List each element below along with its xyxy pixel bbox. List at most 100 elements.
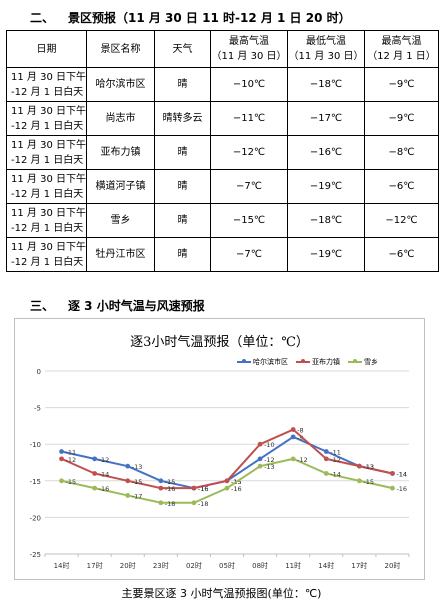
data-label: -16 — [231, 485, 242, 493]
data-label: -17 — [132, 492, 143, 500]
column-header-date: （11 月 30 日） — [211, 51, 287, 62]
min-temp-cell: −19℃ — [287, 237, 365, 272]
scenic-forecast-table: 日期 景区名称 天气 最高气温 （11 月 30 日） 最低气温 （11 月 30 日） 最高… — [6, 30, 439, 272]
data-label: -12 — [99, 456, 110, 464]
scenic-name-cell: 亚布力镇 — [86, 135, 155, 170]
data-point — [59, 456, 64, 462]
date-text: -12 月 1 日白天 — [11, 188, 84, 200]
column-header-label: 景区名称 — [100, 43, 141, 55]
data-label: -12 — [297, 456, 308, 464]
data-point — [290, 456, 296, 462]
table-row: 11 月 30 日下午 -12 月 1 日白天 尚志市 晴转多云 −11℃ −17℃ −9℃ — [6, 101, 439, 136]
legend-item: 亚布力镇 — [296, 357, 340, 367]
date-cell: 11 月 30 日下午 -12 月 1 日白天 — [6, 101, 87, 136]
chart-title: 逐3小时气温预报（单位：℃） — [130, 335, 309, 350]
x-tick-label: 11时 — [285, 561, 301, 570]
max-temp-next-cell: −6℃ — [364, 169, 439, 204]
section-number: 二、 — [30, 11, 55, 25]
data-point — [390, 471, 395, 476]
data-point — [125, 463, 131, 469]
data-point — [323, 449, 329, 454]
data-label: -13 — [363, 463, 374, 471]
scenic-name-cell: 雪乡 — [86, 203, 155, 238]
data-label: -16 — [198, 485, 209, 493]
data-label: -12 — [66, 456, 77, 464]
y-tick-label: 0 — [37, 368, 41, 376]
legend-item: 哈尔滨市区 — [237, 357, 288, 367]
date-text: -12 月 1 日白天 — [11, 256, 84, 268]
table-header-row: 日期 景区名称 天气 最高气温 （11 月 30 日） 最低气温 （11 月 30 日） 最高… — [6, 30, 439, 68]
x-tick-label: 17时 — [87, 561, 103, 570]
data-label: -14 — [99, 470, 110, 478]
scenic-name-cell: 哈尔滨市区 — [86, 67, 155, 102]
chart-caption: 主要景区逐 3 小时气温预报图(单位：℃) — [121, 587, 322, 600]
min-temp-cell: −18℃ — [287, 203, 365, 238]
column-header: 日期 — [6, 30, 87, 68]
data-point — [290, 434, 296, 440]
column-header-date: （12 月 1 日） — [367, 51, 436, 62]
max-temp-next-cell: −8℃ — [364, 135, 439, 170]
min-temp-cell: −18℃ — [287, 67, 365, 102]
column-header: 最低气温 （11 月 30 日） — [287, 30, 365, 68]
x-tick-label: 23时 — [153, 561, 169, 570]
date-text: 11 月 30 日下午 — [11, 139, 86, 151]
data-label: -14 — [396, 470, 407, 478]
y-tick-label: -10 — [30, 441, 41, 449]
y-tick-label: -15 — [30, 478, 41, 486]
column-header-label: 最低气温 — [306, 36, 346, 47]
data-label: -15 — [165, 478, 176, 486]
scenic-name-cell: 尚志市 — [86, 101, 155, 136]
date-cell: 11 月 30 日下午 -12 月 1 日白天 — [6, 135, 87, 170]
data-point — [92, 456, 98, 462]
legend-swatch — [296, 359, 310, 363]
y-tick-label: -5 — [34, 405, 41, 413]
data-point — [59, 449, 64, 454]
data-point — [191, 500, 197, 506]
data-point — [92, 485, 98, 491]
max-temp-next-cell: −9℃ — [364, 101, 439, 136]
date-text: -12 月 1 日白天 — [11, 120, 84, 132]
legend-label: 雪乡 — [364, 358, 378, 366]
data-point — [323, 456, 329, 462]
weather-cell: 晴 — [154, 169, 211, 204]
min-temp-cell: −19℃ — [287, 169, 365, 204]
column-header-label: 天气 — [172, 43, 193, 55]
x-tick-label: 20时 — [384, 561, 400, 570]
data-point — [59, 478, 64, 484]
x-tick-label: 14时 — [318, 561, 334, 570]
max-temp-cell: −15℃ — [210, 203, 288, 238]
x-tick-label: 14时 — [54, 561, 70, 570]
data-label: -14 — [330, 470, 341, 478]
data-label: -16 — [198, 485, 209, 493]
data-point — [191, 485, 197, 491]
column-header-label: 最高气温 — [229, 36, 269, 47]
data-point — [224, 478, 230, 484]
date-text: 11 月 30 日下午 — [11, 207, 86, 219]
data-label: -15 — [132, 478, 143, 486]
data-label: -14 — [396, 470, 407, 478]
data-label: -15 — [66, 478, 77, 486]
data-label: -15 — [363, 478, 374, 486]
data-label: -16 — [396, 485, 407, 493]
min-temp-cell: −17℃ — [287, 101, 365, 136]
max-temp-next-cell: −12℃ — [364, 203, 439, 238]
date-cell: 11 月 30 日下午 -12 月 1 日白天 — [6, 169, 87, 204]
data-label: -18 — [165, 500, 176, 508]
column-header-date: （11 月 30 日） — [288, 51, 364, 62]
data-point — [158, 478, 164, 484]
data-point — [125, 478, 131, 484]
data-label: -11 — [66, 449, 77, 457]
section-title-forecast: 二、 景区预报（11 月 30 日 11 时-12 月 1 日 20 时） — [30, 9, 351, 26]
data-label: -12 — [264, 456, 275, 464]
legend-swatch — [348, 359, 362, 363]
min-temp-cell: −16℃ — [287, 135, 365, 170]
table-row: 11 月 30 日下午 -12 月 1 日白天 雪乡晴 −15℃ −18℃ −12℃ — [6, 203, 439, 238]
x-tick-label: 20时 — [120, 561, 136, 570]
weather-cell: 晴转多云 — [154, 101, 211, 136]
table-row: 11 月 30 日下午 -12 月 1 日白天 横道河子镇晴 −7℃ −19℃ −6℃ — [6, 169, 439, 204]
x-tick-label: 17时 — [351, 561, 367, 570]
data-point — [323, 471, 329, 476]
date-cell: 11 月 30 日下午 -12 月 1 日白天 — [6, 67, 87, 102]
data-label: -9 — [297, 434, 303, 442]
column-header-label: 最高气温 — [381, 36, 422, 47]
